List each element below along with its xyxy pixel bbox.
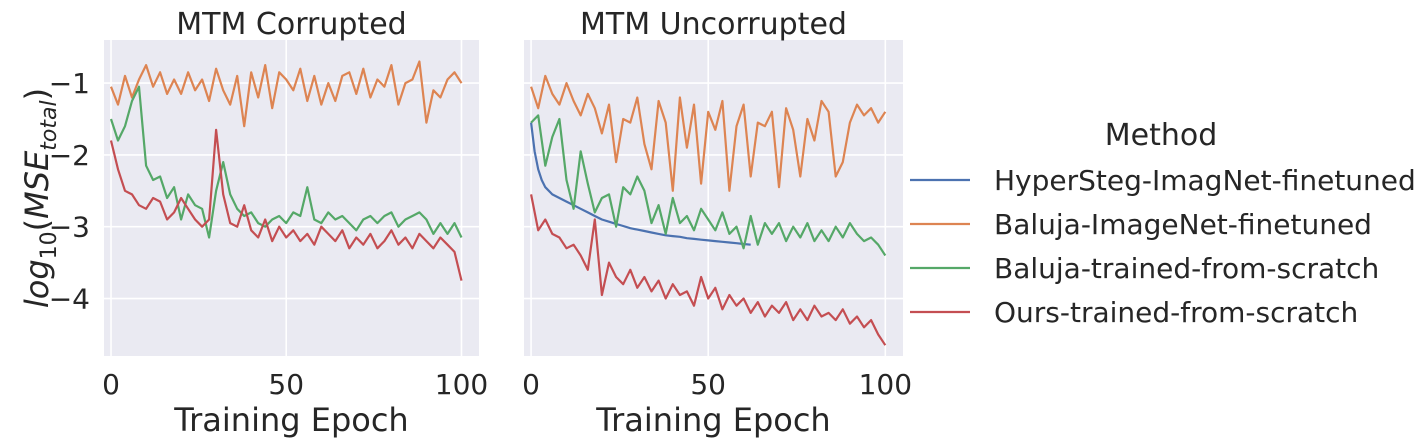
series-line-Baluja-trained-from-scratch	[530, 114, 887, 257]
gridlines	[524, 40, 903, 356]
y-tick-label: −1	[49, 67, 90, 100]
y-axis-label: log10(MSEtotal)	[18, 88, 62, 308]
panel-mtm-corrupted: 0 50 100 −1 −2 −3 −4 MTM Corrupted Training Ep…	[49, 7, 488, 439]
panel-title: MTM Uncorrupted	[580, 7, 847, 42]
series-line-Ours-trained-from-scratch	[530, 194, 887, 346]
tick-labels: 0 50 100 −1 −2 −3 −4	[49, 67, 488, 401]
plot-area-background	[524, 40, 903, 356]
series-line-Baluja-ImageNet-finetuned	[530, 74, 887, 192]
legend-entry-label: HyperSteg-ImagNet-finetuned	[994, 164, 1416, 197]
legend: Method HyperSteg-ImagNet-finetuned Baluja…	[910, 118, 1416, 329]
series-line-Ours-trained-from-scratch	[109, 128, 463, 281]
series-line-Baluja-ImageNet-finetuned	[109, 60, 463, 128]
x-axis-label: Training Epoch	[173, 401, 408, 439]
legend-entry-label: Baluja-ImageNet-finetuned	[994, 208, 1372, 241]
x-tick-label: 100	[435, 368, 488, 401]
legend-entries: HyperSteg-ImagNet-finetuned Baluja-ImageN…	[910, 164, 1416, 329]
y-tick-label: −2	[49, 139, 90, 172]
y-tick-label: −3	[49, 211, 90, 244]
series-group	[530, 74, 887, 346]
series-group	[109, 60, 463, 281]
legend-entry-label: Baluja-trained-from-scratch	[994, 252, 1379, 285]
x-tick-label: 0	[522, 368, 540, 401]
series-line-HyperSteg-ImagNet-finetuned	[530, 122, 751, 246]
gridlines	[104, 40, 479, 356]
tick-labels: 0 50 100	[522, 368, 912, 401]
series-line-Baluja-trained-from-scratch	[109, 85, 463, 239]
legend-title: Method	[1105, 118, 1218, 153]
panel-mtm-uncorrupted: 0 50 100 MTM Uncorrupted Training Epoch	[522, 7, 912, 439]
x-tick-label: 100	[859, 368, 912, 401]
x-tick-label: 0	[102, 368, 120, 401]
x-tick-label: 50	[690, 368, 726, 401]
legend-entry-label: Ours-trained-from-scratch	[994, 296, 1358, 329]
x-axis-label: Training Epoch	[595, 401, 830, 439]
panel-title: MTM Corrupted	[176, 7, 406, 42]
y-tick-label: −4	[49, 283, 90, 316]
x-tick-label: 50	[268, 368, 304, 401]
